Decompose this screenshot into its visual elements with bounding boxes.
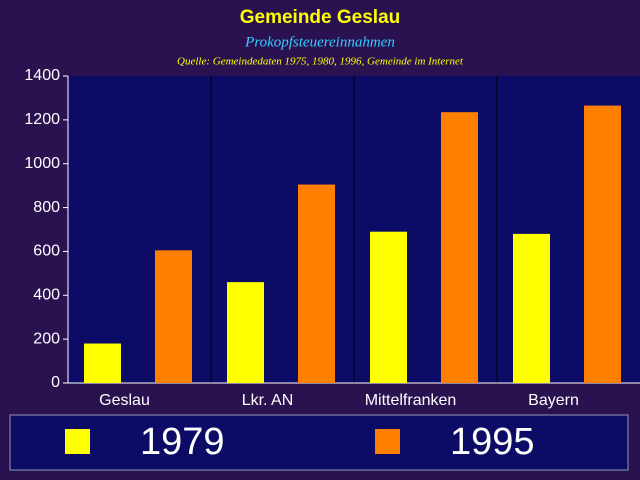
- y-tick-label: 800: [33, 199, 60, 216]
- y-tick-label: 400: [33, 287, 60, 304]
- y-tick-label: 1000: [24, 155, 60, 172]
- bar: [84, 343, 121, 383]
- y-tick-label: 0: [51, 374, 60, 391]
- bar: [584, 105, 621, 383]
- x-tick-label: Bayern: [528, 392, 579, 409]
- legend-swatch: [65, 429, 90, 454]
- legend-label: 1995: [450, 421, 535, 463]
- y-tick-label: 600: [33, 243, 60, 260]
- y-tick-label: 1400: [24, 67, 60, 84]
- legend: [9, 414, 629, 471]
- y-tick-label: 1200: [24, 111, 60, 128]
- chart-subtitle: Prokopfsteuereinnahmen: [244, 34, 395, 50]
- bar: [441, 112, 478, 384]
- bar: [227, 282, 264, 383]
- y-tick-label: 200: [33, 330, 60, 347]
- x-tick-label: Lkr. AN: [242, 392, 294, 409]
- legend-swatch: [375, 429, 400, 454]
- bar: [370, 231, 407, 383]
- legend-label: 1979: [140, 421, 225, 463]
- bar: [155, 250, 192, 383]
- chart-title: Gemeinde Geslau: [240, 7, 401, 28]
- bar: [298, 184, 335, 383]
- source-note: Quelle: Gemeindedaten 1975, 1980, 1996, …: [177, 56, 464, 68]
- bar: [513, 233, 550, 383]
- x-tick-label: Mittelfranken: [365, 392, 457, 409]
- x-tick-label: Geslau: [99, 392, 150, 409]
